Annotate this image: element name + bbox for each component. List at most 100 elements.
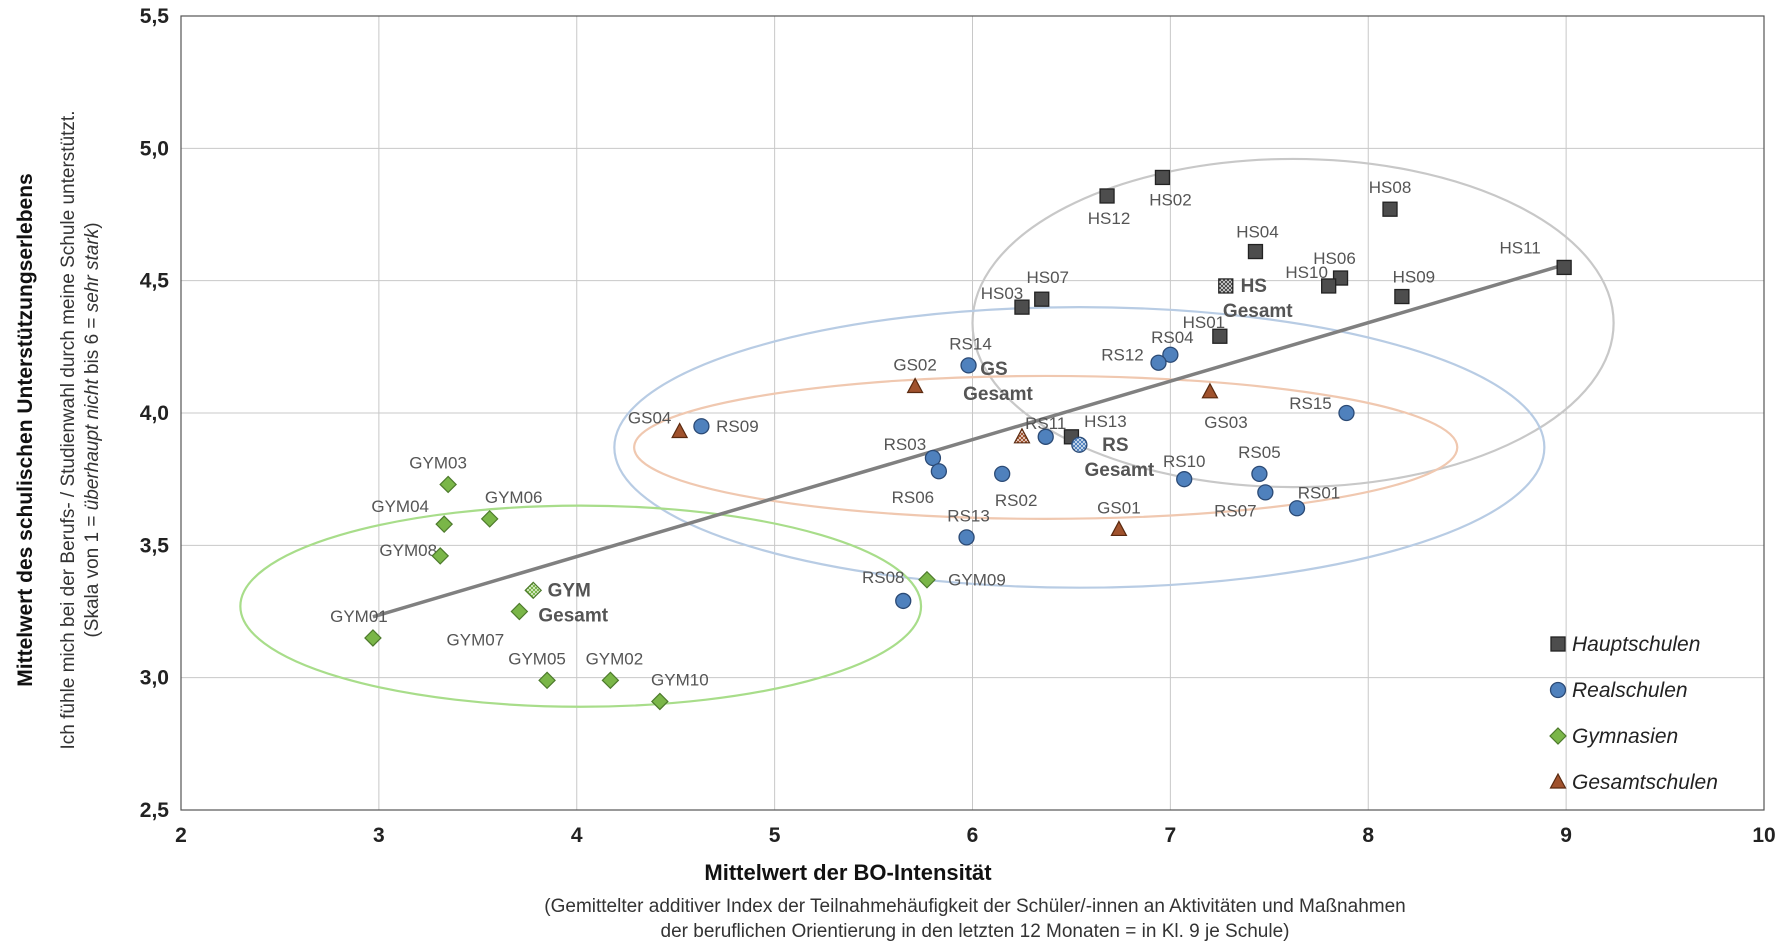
point-gs01 bbox=[1110, 520, 1128, 537]
point-hs12 bbox=[1099, 188, 1115, 204]
point-hs11 bbox=[1556, 259, 1572, 276]
point-gs04 bbox=[671, 422, 689, 439]
total-label-line1: GS bbox=[980, 359, 1007, 380]
point-label: HS02 bbox=[1149, 190, 1192, 209]
total-marker-rs bbox=[1071, 436, 1088, 453]
point-hs08 bbox=[1382, 201, 1398, 217]
legend-marker-realschulen bbox=[1549, 681, 1567, 699]
point-label: GYM04 bbox=[371, 497, 429, 516]
point-gym10 bbox=[651, 692, 669, 711]
x-axis-title: Mittelwert der BO-Intensität bbox=[704, 860, 992, 885]
trendline-line bbox=[372, 263, 1565, 619]
point-gym09 bbox=[918, 570, 936, 589]
point-label: HS11 bbox=[1500, 238, 1541, 257]
point-label: GYM08 bbox=[379, 541, 437, 560]
x-tick-label: 9 bbox=[1560, 824, 1572, 847]
total-label-line1: HS bbox=[1241, 276, 1267, 297]
point-rs03 bbox=[924, 449, 942, 467]
point-label: GYM05 bbox=[508, 649, 566, 668]
point-gym06 bbox=[480, 510, 499, 528]
x-tick-label: 5 bbox=[769, 824, 781, 847]
point-label: HS07 bbox=[1026, 268, 1069, 287]
point-label: HS03 bbox=[981, 284, 1024, 303]
legend-marker-hauptschulen bbox=[1550, 636, 1566, 652]
y-axis-title: Mittelwert des schulischen Unterstützung… bbox=[14, 173, 37, 686]
point-label: HS01 bbox=[1183, 313, 1226, 332]
point-gym01 bbox=[364, 629, 382, 647]
point-hs03 bbox=[1014, 299, 1030, 315]
point-label: RS04 bbox=[1151, 328, 1194, 347]
x-axis-subtitle-1: (Gemittelter additiver Index der Teilnah… bbox=[544, 896, 1405, 917]
legend-label-realschulen: Realschulen bbox=[1572, 679, 1688, 702]
point-rs14 bbox=[960, 357, 977, 374]
legend-marker-gymnasien bbox=[1549, 727, 1567, 745]
point-label: HS08 bbox=[1369, 178, 1412, 197]
point-hs10 bbox=[1321, 278, 1337, 294]
total-label-line2: Gesamt bbox=[538, 605, 608, 626]
point-label: RS01 bbox=[1298, 483, 1341, 502]
point-label: RS09 bbox=[716, 417, 759, 436]
total-marker-gs bbox=[1013, 427, 1031, 444]
point-gym04 bbox=[435, 515, 454, 534]
point-hs01 bbox=[1212, 328, 1228, 344]
point-label: GYM03 bbox=[409, 453, 467, 472]
point-rs04 bbox=[1162, 346, 1179, 363]
y-tick-label: 3,0 bbox=[140, 667, 169, 690]
point-label: RS13 bbox=[947, 506, 990, 525]
point-hs06 bbox=[1332, 270, 1349, 286]
x-tick-label: 3 bbox=[373, 824, 385, 847]
point-label: HS04 bbox=[1236, 223, 1279, 242]
point-label: HS10 bbox=[1285, 263, 1328, 282]
point-label: RS08 bbox=[862, 568, 905, 587]
point-label: GS03 bbox=[1204, 413, 1247, 432]
point-label: RS11 bbox=[1025, 414, 1066, 433]
y-tick-label: 4,5 bbox=[140, 270, 170, 293]
point-label: RS14 bbox=[949, 334, 992, 353]
point-hs04 bbox=[1247, 243, 1264, 260]
point-rs02 bbox=[994, 465, 1011, 483]
total-label-line2: Gesamt bbox=[1223, 301, 1293, 322]
total-marker-gym bbox=[524, 581, 543, 600]
ellipse-gymnasien bbox=[239, 504, 923, 708]
legend-label-gesamtschulen: Gesamtschulen bbox=[1572, 771, 1718, 794]
legend-label-hauptschulen: Hauptschulen bbox=[1572, 633, 1700, 656]
x-tick-label: 6 bbox=[967, 824, 979, 847]
point-label: RS07 bbox=[1214, 501, 1257, 520]
point-gym08 bbox=[431, 547, 450, 565]
y-tick-label: 5,0 bbox=[140, 137, 169, 160]
point-gym03 bbox=[439, 475, 457, 494]
point-label: RS10 bbox=[1163, 452, 1206, 471]
legend-label-gymnasien: Gymnasien bbox=[1572, 725, 1678, 748]
point-label: HS13 bbox=[1084, 412, 1127, 431]
point-rs11 bbox=[1037, 428, 1054, 445]
total-label-line2: Gesamt bbox=[963, 384, 1033, 405]
y-tick-label: 2,5 bbox=[140, 799, 170, 822]
x-tick-label: 10 bbox=[1752, 824, 1775, 847]
point-label: RS05 bbox=[1238, 443, 1281, 462]
point-label: GYM07 bbox=[447, 631, 505, 650]
point-label: GYM06 bbox=[485, 488, 543, 507]
point-rs05 bbox=[1251, 465, 1268, 483]
point-rs06 bbox=[930, 463, 948, 480]
point-gym02 bbox=[601, 671, 620, 690]
y-axis-subtitle-2: (Skala von 1 = überhaupt nicht bis 6 = s… bbox=[82, 222, 103, 637]
ellipse-realschulen bbox=[613, 306, 1546, 589]
point-label: HS06 bbox=[1313, 249, 1356, 268]
point-rs07 bbox=[1257, 484, 1274, 501]
point-gs03 bbox=[1201, 382, 1219, 399]
x-tick-label: 2 bbox=[175, 824, 187, 847]
total-label-line1: GYM bbox=[548, 580, 591, 601]
point-hs09 bbox=[1394, 288, 1410, 305]
legend-marker-gesamtschulen bbox=[1549, 772, 1567, 789]
x-tick-label: 8 bbox=[1362, 824, 1374, 847]
point-rs09 bbox=[693, 418, 710, 435]
plot-border bbox=[180, 15, 1765, 811]
y-tick-label: 5,5 bbox=[140, 5, 170, 28]
x-tick-label: 4 bbox=[571, 824, 583, 847]
y-tick-label: 4,0 bbox=[140, 402, 169, 425]
point-rs12 bbox=[1150, 354, 1167, 371]
point-rs08 bbox=[895, 592, 912, 610]
point-gs02 bbox=[906, 377, 924, 394]
point-label: HS09 bbox=[1393, 268, 1436, 287]
